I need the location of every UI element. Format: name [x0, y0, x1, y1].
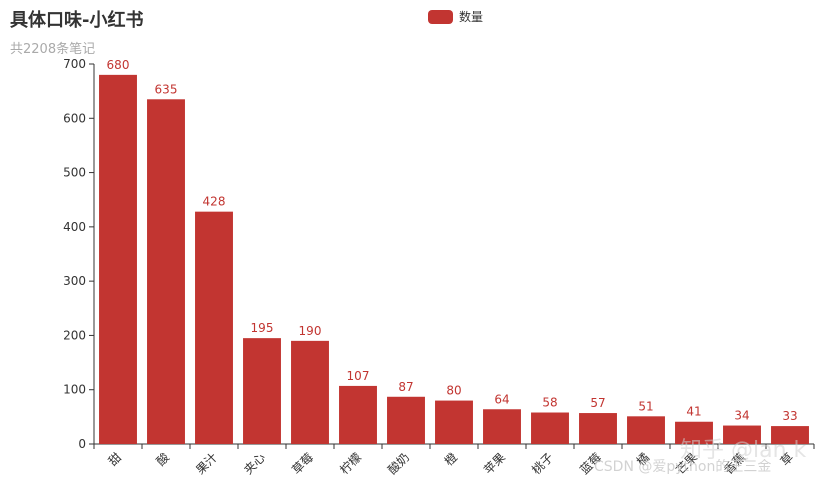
bar — [99, 74, 137, 444]
bar-value-label: 51 — [638, 399, 653, 413]
bar — [483, 409, 521, 444]
bar — [243, 338, 281, 444]
bar-value-label: 34 — [734, 409, 749, 423]
bar — [675, 421, 713, 444]
bar — [147, 99, 185, 445]
x-tick-label: 酸奶 — [385, 450, 413, 478]
chart-subtitle: 共2208条笔记 — [10, 42, 96, 57]
watermark-csdn: CSDN @爱python的王三金 — [594, 459, 772, 475]
bar — [339, 385, 377, 444]
bar — [435, 400, 473, 444]
bar — [531, 412, 569, 444]
bar-value-label: 190 — [299, 324, 322, 338]
y-tick-label: 200 — [63, 328, 86, 342]
y-tick-label: 0 — [78, 437, 86, 451]
bar-value-label: 680 — [107, 58, 130, 72]
chart-title: 具体口味-小红书 — [10, 10, 144, 31]
bar-value-label: 195 — [251, 321, 274, 335]
y-tick-label: 500 — [63, 166, 86, 180]
watermark-zhihu: 知乎 @lan k — [680, 438, 807, 463]
x-tick-label: 酸 — [153, 450, 172, 469]
bar-value-label: 57 — [590, 396, 605, 410]
bar-value-label: 33 — [782, 409, 797, 423]
y-tick-label: 600 — [63, 111, 86, 125]
bar — [723, 425, 761, 444]
bar-value-label: 87 — [398, 380, 413, 394]
bar-value-label: 107 — [347, 369, 370, 383]
bar-value-label: 58 — [542, 396, 557, 410]
x-tick-label: 草莓 — [289, 450, 316, 477]
bar — [387, 396, 425, 444]
bar-value-label: 64 — [494, 392, 509, 406]
y-tick-label: 300 — [63, 274, 86, 288]
x-tick-label: 柠檬 — [337, 450, 365, 478]
bar — [291, 340, 329, 444]
legend[interactable]: 数量 — [428, 8, 483, 25]
x-tick-label: 苹果 — [481, 450, 508, 477]
x-tick-label: 夹心 — [241, 450, 268, 477]
bar — [579, 413, 617, 444]
x-tick-label: 橙 — [441, 450, 460, 469]
bar-value-label: 80 — [446, 384, 461, 398]
y-tick-label: 100 — [63, 383, 86, 397]
bar-value-label: 428 — [203, 195, 226, 209]
y-tick-label: 400 — [63, 220, 86, 234]
y-tick-label: 700 — [63, 57, 86, 71]
legend-swatch — [428, 9, 453, 24]
bar-value-label: 41 — [686, 405, 701, 419]
bar-value-label: 635 — [155, 82, 178, 96]
x-tick-label: 果汁 — [193, 450, 220, 477]
x-tick-label: 甜 — [106, 450, 124, 468]
bar — [195, 211, 233, 444]
x-tick-label: 桃子 — [529, 450, 557, 478]
bar — [627, 416, 665, 444]
legend-label: 数量 — [459, 10, 484, 24]
bar — [771, 426, 809, 444]
